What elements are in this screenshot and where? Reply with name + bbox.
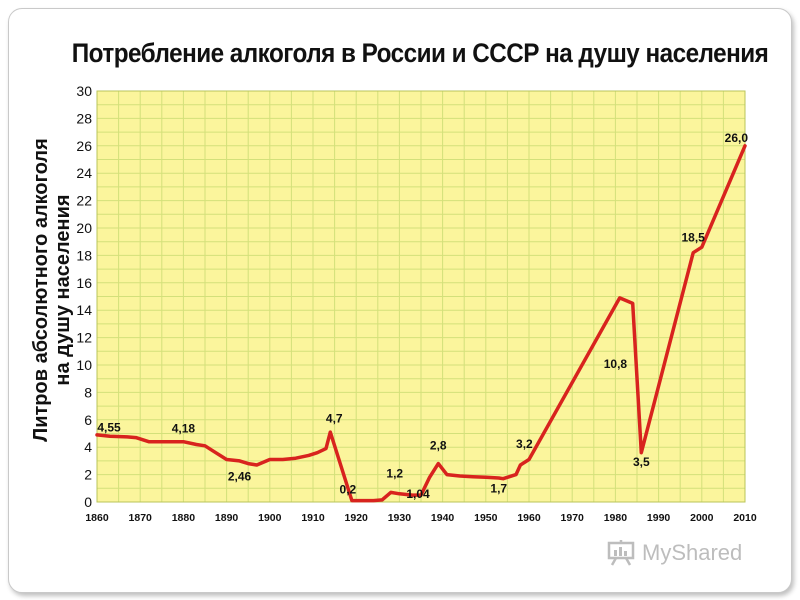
data-label: 3,5 [633, 455, 650, 469]
x-tick-label: 1940 [431, 512, 455, 524]
y-tick-label: 12 [76, 330, 92, 346]
x-tick-label: 1990 [647, 512, 671, 524]
data-label: 2,8 [430, 439, 447, 453]
x-tick-label: 1920 [345, 512, 369, 524]
data-label: 4,7 [326, 412, 343, 426]
y-tick-label: 30 [76, 83, 92, 99]
x-tick-label: 1980 [604, 512, 628, 524]
watermark-text: MyShared [642, 540, 743, 565]
data-label: 10,8 [604, 357, 628, 371]
watermark-logo: MyShared [606, 538, 742, 568]
y-tick-label: 20 [76, 220, 92, 236]
x-tick-label: 1890 [215, 512, 239, 524]
x-tick-label: 1900 [258, 512, 282, 524]
x-tick-label: 2010 [733, 512, 757, 524]
x-tick-label: 1950 [474, 512, 498, 524]
x-tick-label: 1870 [129, 512, 153, 524]
y-tick-label: 18 [76, 247, 92, 263]
x-tick-label: 2000 [690, 512, 714, 524]
data-label: 26,0 [725, 131, 749, 145]
data-label: 1,7 [490, 482, 507, 496]
presentation-board-icon [607, 540, 635, 566]
y-tick-label: 4 [84, 439, 92, 455]
plot-border [96, 90, 746, 503]
data-label: 18,5 [681, 231, 705, 245]
data-label: 4,18 [172, 422, 196, 436]
chart-title: Потребление алкоголя в России и СССР на … [71, 38, 769, 68]
x-tick-label: 1930 [388, 512, 412, 524]
y-tick-label: 6 [84, 412, 92, 428]
y-tick-label: 22 [76, 193, 92, 209]
x-tick-label: 1860 [85, 512, 109, 524]
x-tick-label: 1970 [561, 512, 585, 524]
data-label: 4,55 [97, 421, 121, 435]
y-tick-label: 2 [84, 467, 92, 483]
y-tick-label: 24 [76, 165, 92, 181]
x-tick-label: 1910 [301, 512, 325, 524]
y-tick-label: 10 [76, 357, 92, 373]
data-label: 1,2 [386, 467, 403, 481]
y-tick-label: 14 [76, 302, 92, 318]
y-tick-label: 0 [84, 494, 92, 510]
data-label: 3,2 [516, 437, 533, 451]
y-tick-label: 28 [76, 110, 92, 126]
x-tick-label: 1960 [517, 512, 541, 524]
data-line [95, 144, 747, 503]
data-label: 0,2 [340, 482, 357, 496]
data-label: 1,04 [406, 487, 430, 501]
y-tick-label: 16 [76, 275, 92, 291]
data-label: 2,46 [228, 469, 252, 483]
x-tick-label: 1880 [172, 512, 196, 524]
y-tick-label: 8 [84, 384, 92, 400]
y-tick-label: 26 [76, 138, 92, 154]
